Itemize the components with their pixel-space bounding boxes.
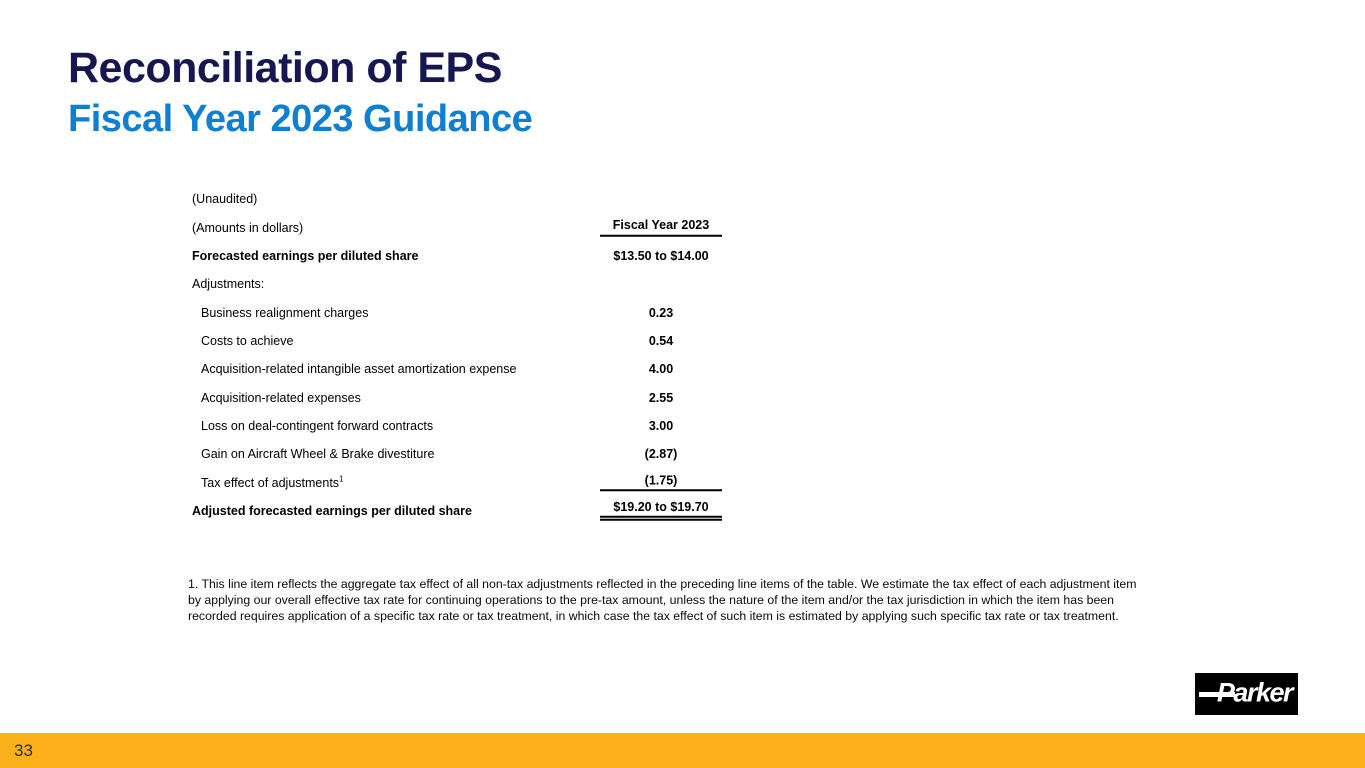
row-label: Acquisition-related intangible asset amo… bbox=[201, 361, 517, 376]
page-number-bar: 33 bbox=[0, 733, 1365, 768]
table-row: Forecasted earnings per diluted share $1… bbox=[192, 242, 752, 270]
row-label: Gain on Aircraft Wheel & Brake divestitu… bbox=[201, 447, 435, 462]
table-row: Business realignment charges 0.23 bbox=[192, 298, 752, 326]
slide-header: Reconciliation of EPS Fiscal Year 2023 G… bbox=[68, 44, 533, 140]
row-value: 0.54 bbox=[648, 333, 674, 348]
row-label: Business realignment charges bbox=[201, 305, 369, 320]
row-value: $13.50 to $14.00 bbox=[613, 248, 709, 263]
row-label: Loss on deal-contingent forward contract… bbox=[201, 418, 434, 433]
row-label: Costs to achieve bbox=[201, 333, 294, 348]
table-row: Tax effect of adjustments1 (1.75) bbox=[192, 468, 752, 496]
row-label: Forecasted earnings per diluted share bbox=[192, 248, 419, 263]
row-label: Adjustments: bbox=[192, 276, 265, 291]
row-value: (1.75) bbox=[600, 474, 722, 492]
row-value: (2.87) bbox=[644, 447, 678, 462]
row-label: Tax effect of adjustments1 bbox=[201, 474, 344, 490]
row-value: 4.00 bbox=[648, 361, 674, 376]
amounts-label: (Amounts in dollars) bbox=[192, 220, 304, 235]
table-header-row: (Amounts in dollars) Fiscal Year 2023 bbox=[192, 213, 752, 241]
logo-stripe-icon bbox=[1199, 692, 1235, 697]
parker-logo: Parker bbox=[1195, 673, 1298, 715]
table-row: Acquisition-related intangible asset amo… bbox=[192, 355, 752, 383]
table-row: Acquisition-related expenses 2.55 bbox=[192, 383, 752, 411]
table-row: Loss on deal-contingent forward contract… bbox=[192, 412, 752, 440]
page-title: Reconciliation of EPS bbox=[68, 44, 502, 92]
reconciliation-table: (Unaudited) (Amounts in dollars) Fiscal … bbox=[192, 185, 752, 525]
table-row: Adjustments: bbox=[192, 270, 752, 298]
unaudited-label: (Unaudited) bbox=[192, 191, 258, 206]
row-value: $19.20 to $19.70 bbox=[600, 501, 722, 522]
table-row: Costs to achieve 0.54 bbox=[192, 327, 752, 355]
table-row: Gain on Aircraft Wheel & Brake divestitu… bbox=[192, 440, 752, 468]
column-header: Fiscal Year 2023 bbox=[600, 218, 722, 237]
footnote-marker: 1 bbox=[339, 474, 344, 484]
logo-wordmark: Parker bbox=[1216, 677, 1294, 708]
table-row-total: Adjusted forecasted earnings per diluted… bbox=[192, 497, 752, 525]
row-label: Acquisition-related expenses bbox=[201, 390, 361, 405]
row-value: 2.55 bbox=[648, 390, 674, 405]
page-number: 33 bbox=[14, 740, 33, 760]
table-row-unaudited: (Unaudited) bbox=[192, 185, 752, 213]
row-value: 3.00 bbox=[648, 418, 674, 433]
row-value: 0.23 bbox=[648, 305, 674, 320]
row-label: Adjusted forecasted earnings per diluted… bbox=[192, 503, 472, 518]
footnote: 1. This line item reflects the aggregate… bbox=[188, 577, 1137, 623]
page-subtitle: Fiscal Year 2023 Guidance bbox=[68, 98, 533, 140]
